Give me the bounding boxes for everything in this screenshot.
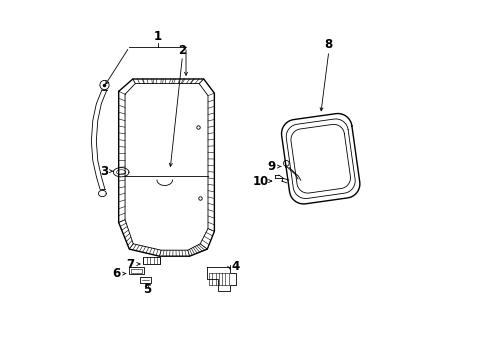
Text: 3: 3 bbox=[100, 165, 108, 177]
Text: 7: 7 bbox=[126, 257, 134, 270]
Text: 1: 1 bbox=[153, 30, 162, 43]
Bar bbox=[131, 269, 142, 273]
Bar bbox=[129, 267, 144, 274]
Bar bbox=[140, 277, 150, 283]
Bar bbox=[143, 257, 160, 264]
Text: 8: 8 bbox=[324, 38, 332, 51]
Text: 10: 10 bbox=[252, 175, 268, 188]
Text: 4: 4 bbox=[231, 260, 239, 273]
Text: 6: 6 bbox=[112, 267, 120, 280]
Text: 2: 2 bbox=[178, 44, 186, 57]
Text: 9: 9 bbox=[267, 160, 275, 173]
Text: 5: 5 bbox=[142, 283, 151, 296]
